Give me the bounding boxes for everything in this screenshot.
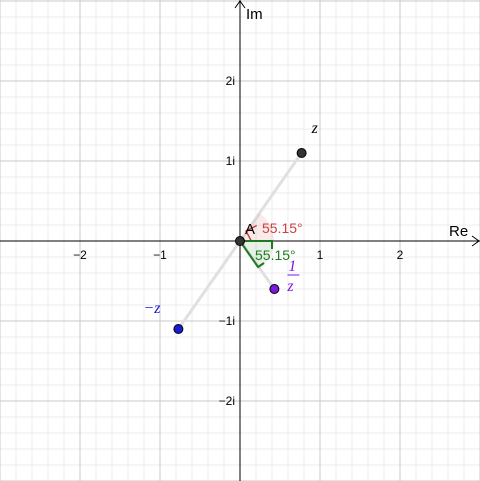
point-reciprocal-z[interactable]: [269, 284, 280, 294]
imaginary-axis-tick-label: 2i: [226, 74, 235, 88]
point-a[interactable]: [235, 236, 245, 246]
point-z-label: z: [311, 120, 319, 137]
segment-origin-to-neg-z[interactable]: [176, 239, 242, 331]
real-axis-tick-label: 2: [397, 248, 404, 262]
real-axis-label: Re: [449, 223, 468, 240]
imaginary-axis-tick-label: −2i: [219, 394, 235, 408]
imaginary-axis-tick-label: 1i: [226, 154, 235, 168]
angle-lower-right-angle-mark: [239, 240, 273, 269]
point-z[interactable]: [296, 148, 307, 158]
real-axis-tick-labels: −2 −1 1 2: [73, 248, 404, 262]
real-axis-tick-label: −2: [73, 248, 87, 262]
imaginary-axis-tick-label: −1i: [219, 314, 235, 328]
points: A z −z 1 z: [143, 120, 319, 334]
imaginary-axis-label: Im: [246, 6, 263, 23]
segment-origin-to-z[interactable]: [238, 151, 304, 243]
angle-upper-right-angle-mark: [245, 224, 258, 243]
point-a-label: A: [245, 221, 255, 238]
point-neg-z-label: −z: [143, 300, 161, 317]
point-reciprocal-z-label-denominator: z: [286, 278, 294, 295]
point-reciprocal-z-label-numerator: 1: [288, 258, 296, 275]
angle-marker-lower[interactable]: 55.15°: [239, 240, 296, 269]
angle-lower-value: 55.15°: [255, 247, 296, 263]
real-axis-arrow-icon: [471, 235, 480, 247]
real-axis-tick-label: −1: [153, 248, 167, 262]
real-axis-tick-label: 1: [317, 248, 324, 262]
angle-upper-sector[interactable]: [240, 213, 274, 241]
angle-lower-sector[interactable]: [240, 241, 274, 269]
imaginary-axis-arrow-icon: [234, 0, 246, 9]
angle-upper-value: 55.15°: [262, 220, 303, 236]
imaginary-axis-tick-labels: 2i 1i −1i −2i: [219, 74, 235, 408]
point-neg-z[interactable]: [173, 324, 184, 334]
angle-marker-upper[interactable]: 55.15°: [240, 213, 303, 243]
